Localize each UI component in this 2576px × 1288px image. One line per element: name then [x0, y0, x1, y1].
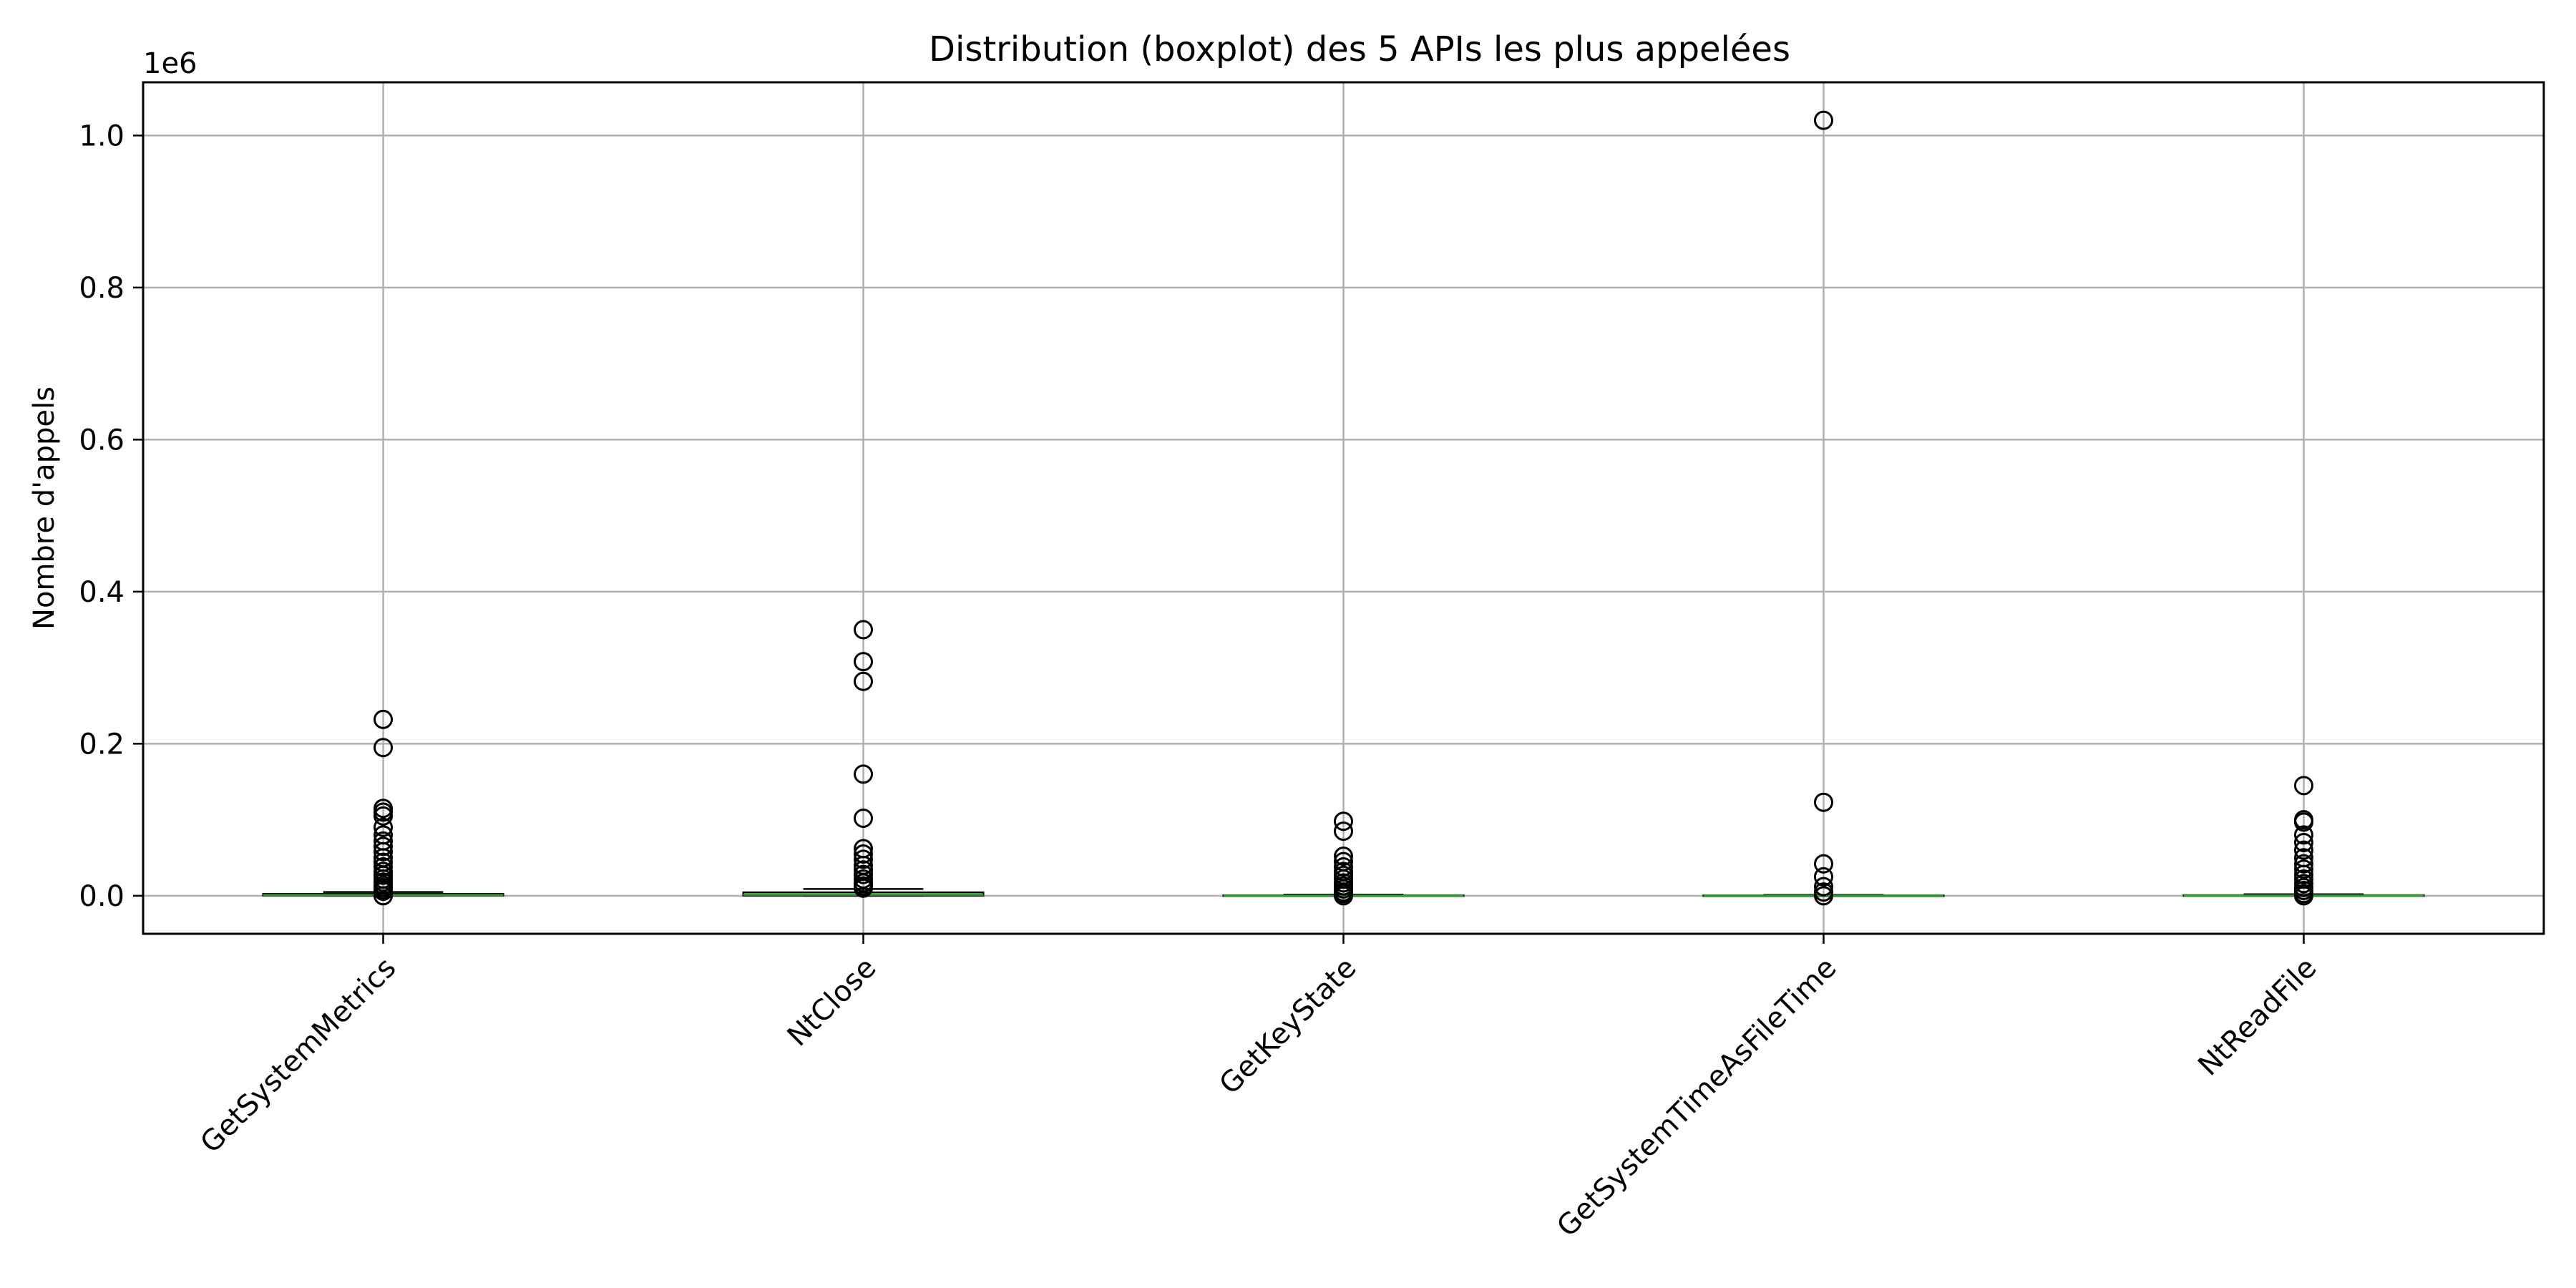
flier-point	[1814, 867, 1833, 887]
flier-point	[854, 809, 873, 828]
flier-point	[1814, 110, 1833, 130]
x-ticks: GetSystemMetrics NtClose GetKeyState GetSys…	[194, 934, 2323, 1244]
x-tick-label: GetSystemMetrics	[194, 951, 402, 1159]
flier-point	[374, 709, 393, 729]
flier-point	[374, 841, 393, 862]
flier-point	[2294, 825, 2313, 845]
plot-frame	[142, 81, 2545, 935]
flier-point	[854, 764, 873, 784]
x-tick-label: GetSystemTimeAsFileTime	[1551, 951, 1843, 1243]
flier-point	[1814, 886, 1833, 906]
x-tick-label: GetKeyState	[1213, 951, 1362, 1101]
flier-point	[374, 738, 393, 758]
flier-point	[1814, 877, 1833, 897]
y-tick-label: 1.0	[79, 119, 125, 152]
grid-lines	[143, 82, 2544, 934]
flier-point	[1334, 857, 1353, 877]
flier-point	[854, 849, 873, 869]
flier-point	[374, 886, 393, 906]
flier-point	[2294, 864, 2313, 884]
flier-point	[854, 620, 873, 640]
flier-point	[1334, 886, 1353, 906]
flier-point	[2294, 812, 2313, 832]
flier-point	[1814, 854, 1833, 874]
y-axis-offset-label: 1e6	[143, 47, 197, 80]
flier-point	[1334, 821, 1353, 841]
flier-point	[2294, 776, 2313, 796]
flier-point	[2294, 854, 2313, 874]
flier-point	[1334, 847, 1353, 867]
flier-point	[1814, 792, 1833, 812]
flier-point	[854, 844, 873, 864]
fliers-group	[374, 110, 2313, 906]
y-tick-label: 0.8	[79, 272, 125, 305]
flier-point	[854, 671, 873, 691]
y-ticks: 0.0 0.2 0.4 0.6 0.8 1.0	[79, 119, 143, 913]
y-tick-label: 0.4	[79, 576, 125, 609]
flier-point	[2294, 833, 2313, 852]
flier-point	[854, 652, 873, 672]
flier-point	[854, 878, 873, 898]
flier-point	[374, 836, 393, 857]
flier-point	[1334, 811, 1353, 831]
flier-point	[854, 864, 873, 884]
flier-point	[374, 806, 393, 826]
x-tick-label: NtClose	[781, 951, 883, 1053]
y-tick-label: 0.0	[79, 880, 125, 913]
x-tick-label: NtReadFile	[2192, 951, 2323, 1082]
y-axis-label: Nombre d'appels	[28, 386, 61, 630]
y-tick-label: 0.2	[79, 728, 125, 761]
flier-point	[374, 817, 393, 837]
chart-title: Distribution (boxplot) des 5 APIs les pl…	[929, 29, 1790, 69]
flier-point	[2294, 886, 2313, 906]
flier-point	[374, 882, 393, 901]
y-tick-label: 0.6	[79, 424, 125, 457]
flier-point	[2294, 840, 2313, 860]
